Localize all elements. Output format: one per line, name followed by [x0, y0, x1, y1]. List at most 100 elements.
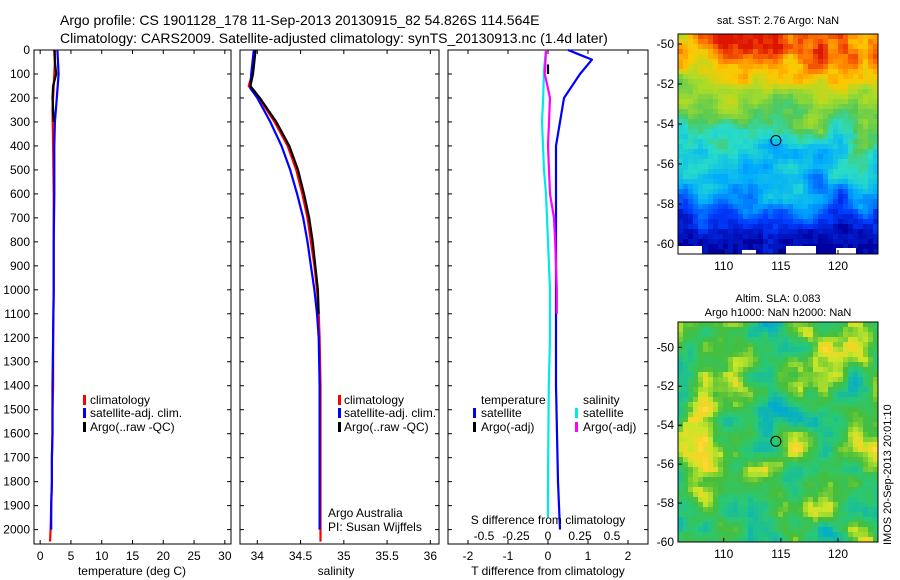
sst-cell: [808, 199, 814, 205]
sla-cell: [738, 422, 744, 428]
sst-cell: [738, 169, 744, 175]
sla-cell: [833, 497, 839, 503]
sst-cell: [803, 159, 809, 165]
sst-cell: [718, 114, 724, 120]
sla-cell: [828, 437, 834, 443]
sst-cell: [748, 124, 754, 130]
sst-cell: [733, 219, 739, 225]
sst-cell: [683, 99, 689, 105]
sst-cell: [833, 189, 839, 195]
sla-cell: [848, 342, 854, 348]
sla-cell: [688, 342, 694, 348]
sst-cell: [818, 114, 824, 120]
sst-cell: [758, 224, 764, 230]
sla-cell: [703, 497, 709, 503]
sla-cell: [868, 417, 874, 423]
sst-cell: [863, 79, 869, 85]
sla-cell: [828, 407, 834, 413]
sla-cell: [853, 422, 859, 428]
map-y-tick-label: -50: [657, 340, 675, 354]
sla-cell: [708, 397, 714, 403]
sst-cell: [718, 99, 724, 105]
sst-cell: [848, 169, 854, 175]
sst-cell: [748, 64, 754, 70]
sla-cell: [808, 527, 814, 533]
sst-cell: [728, 69, 734, 75]
sst-cell: [753, 124, 759, 130]
sst-map-title: sat. SST: 2.76 Argo: NaN: [717, 15, 839, 27]
sla-cell: [768, 532, 774, 538]
sla-cell: [703, 397, 709, 403]
sst-cell: [718, 64, 724, 70]
sla-cell: [843, 367, 849, 373]
sst-cell: [783, 109, 789, 115]
sla-cell: [748, 412, 754, 418]
sla-cell: [703, 482, 709, 488]
sst-cell: [748, 89, 754, 95]
sst-cell: [818, 159, 824, 165]
sst-longitude-axis: 110 115 120: [714, 250, 848, 273]
sst-cell: [688, 69, 694, 75]
sst-cell: [858, 129, 864, 135]
sla-cell: [783, 407, 789, 413]
sst-cell: [798, 154, 804, 160]
sst-cell: [813, 239, 819, 245]
sst-cell: [798, 69, 804, 75]
sla-cell: [728, 502, 734, 508]
sst-cell: [813, 59, 819, 65]
sst-cell: [753, 209, 759, 215]
sla-cell: [863, 372, 869, 378]
sla-cell: [773, 367, 779, 373]
sst-cell: [763, 39, 769, 45]
sst-cell: [693, 114, 699, 120]
sla-cell: [793, 437, 799, 443]
sst-cell: [708, 154, 714, 160]
y-tick-label: 0: [23, 43, 30, 57]
sla-cell: [833, 462, 839, 468]
sla-cell: [743, 332, 749, 338]
sla-cell: [778, 392, 784, 398]
sla-cell: [788, 477, 794, 483]
x-tick-label: 35.5: [375, 549, 399, 563]
sla-cell: [693, 407, 699, 413]
sla-cell: [773, 327, 779, 333]
sst-cell: [798, 174, 804, 180]
sla-cell: [838, 432, 844, 438]
sst-cell: [778, 44, 784, 50]
sla-cell: [733, 417, 739, 423]
sla-cell: [753, 412, 759, 418]
sla-cell: [868, 537, 874, 542]
sla-cell: [698, 522, 704, 528]
sst-cell: [813, 104, 819, 110]
sst-cell: [833, 199, 839, 205]
sla-cell: [763, 377, 769, 383]
sst-cell: [783, 104, 789, 110]
sst-cell: [733, 134, 739, 140]
sst-cell: [823, 39, 829, 45]
sst-cell: [808, 234, 814, 240]
sla-cell: [763, 512, 769, 518]
sst-cell: [703, 239, 709, 245]
sst-cell: [818, 249, 824, 254]
sla-cell: [858, 337, 864, 343]
sst-cell: [793, 199, 799, 205]
sla-cell: [728, 462, 734, 468]
sla-cell: [783, 347, 789, 353]
sla-cell: [723, 367, 729, 373]
sst-cell: [833, 204, 839, 210]
sla-cell: [798, 347, 804, 353]
sst-cell: [798, 114, 804, 120]
sla-cell: [833, 512, 839, 518]
sla-cell: [733, 472, 739, 478]
sst-cell: [873, 134, 878, 140]
sst-cell: [723, 209, 729, 215]
sst-cell: [803, 219, 809, 225]
sla-cell: [808, 442, 814, 448]
sst-cell: [793, 169, 799, 175]
sst-cell: [738, 129, 744, 135]
sla-cell: [818, 407, 824, 413]
sst-cell: [763, 149, 769, 155]
sst-cell: [758, 59, 764, 65]
sla-cell: [773, 357, 779, 363]
sst-cell: [783, 184, 789, 190]
